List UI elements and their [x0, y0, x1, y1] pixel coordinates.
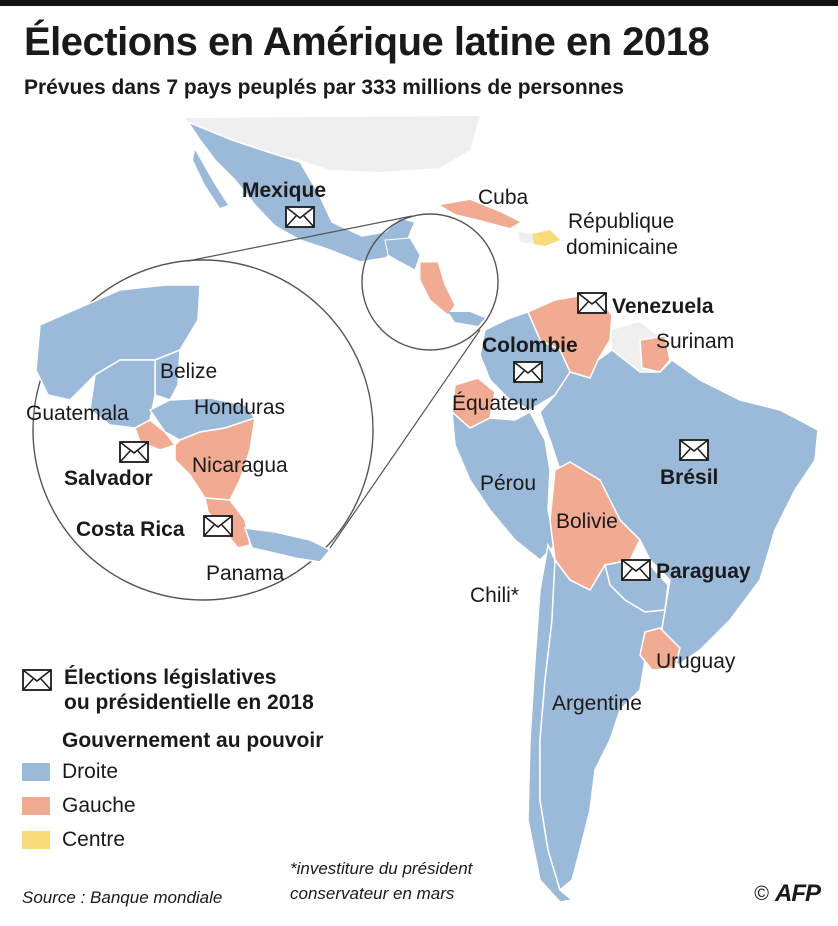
- country-perou: [451, 410, 556, 562]
- election-envelope-icon: [513, 361, 543, 383]
- election-envelope-icon: [203, 515, 233, 537]
- zoom-source-circle: [361, 213, 499, 351]
- swatch-gauche: [22, 797, 50, 815]
- country-rep-dom: [532, 230, 560, 246]
- zoom-line-bottom: [329, 329, 481, 549]
- footnote-line1: *investiture du président: [290, 859, 473, 878]
- label-argentine: Argentine: [552, 692, 642, 715]
- label-guatemala: Guatemala: [26, 402, 129, 425]
- footnote-line2: conservateur en mars: [290, 884, 455, 903]
- label-nicaragua: Nicaragua: [192, 454, 288, 477]
- label-panama: Panama: [206, 562, 285, 585]
- election-envelope-icon: [679, 439, 709, 461]
- label-surinam: Surinam: [656, 330, 734, 353]
- baja-california: [193, 150, 228, 208]
- label-bresil: Brésil: [660, 466, 718, 489]
- credit: © AFP: [754, 880, 821, 908]
- swatch-droite: [22, 763, 50, 781]
- envelope-icon: [22, 669, 52, 691]
- legend-elections-line1: Élections législatives: [64, 666, 277, 689]
- country-bresil: [539, 349, 819, 667]
- label-mexique: Mexique: [242, 179, 326, 202]
- label-perou: Pérou: [480, 472, 536, 495]
- label-salvador: Salvador: [64, 467, 153, 490]
- label-rep-dom-2: dominicaine: [566, 236, 678, 259]
- zoom-line-top: [187, 215, 413, 262]
- label-bolivie: Bolivie: [556, 510, 618, 533]
- label-uruguay: Uruguay: [656, 650, 736, 673]
- label-cuba: Cuba: [478, 186, 529, 209]
- page-subtitle: Prévues dans 7 pays peuplés par 333 mill…: [24, 76, 624, 99]
- legend-label-gauche: Gauche: [62, 794, 136, 817]
- afp-logo: AFP: [775, 880, 821, 907]
- election-envelope-icon: [285, 206, 315, 228]
- label-venezuela: Venezuela: [612, 295, 714, 318]
- legend-item-droite: Droite: [22, 759, 382, 785]
- central-america-right: [384, 237, 421, 271]
- label-equateur: Équateur: [452, 392, 537, 415]
- label-honduras: Honduras: [194, 396, 285, 419]
- country-cuba: [440, 200, 520, 228]
- legend-government-title: Gouvernement au pouvoir: [62, 729, 324, 752]
- label-chili: Chili*: [470, 584, 519, 607]
- legend: Élections législatives ou présidentielle…: [22, 665, 382, 861]
- label-paraguay: Paraguay: [656, 560, 751, 583]
- label-costa-rica: Costa Rica: [76, 518, 185, 541]
- central-america-left: [419, 261, 456, 316]
- top-bar: [0, 0, 838, 6]
- election-envelope-icon: [577, 292, 607, 314]
- legend-label-centre: Centre: [62, 828, 126, 851]
- page-title: Élections en Amérique latine en 2018: [24, 20, 710, 64]
- footnote: *investiture du président conservateur e…: [290, 856, 472, 906]
- country-argentine: [539, 557, 666, 892]
- label-belize: Belize: [160, 360, 217, 383]
- legend-elections: Élections législatives ou présidentielle…: [22, 665, 382, 715]
- label-colombie: Colombie: [482, 334, 578, 357]
- legend-label-droite: Droite: [62, 760, 119, 783]
- legend-elections-line2: ou présidentielle en 2018: [64, 691, 314, 714]
- election-envelope-icon: [621, 559, 651, 581]
- label-rep-dom-1: République: [568, 210, 674, 233]
- inset-panama: [243, 527, 332, 563]
- swatch-centre: [22, 831, 50, 849]
- usa-land: [185, 116, 480, 172]
- election-envelope-icon: [119, 441, 149, 463]
- legend-item-centre: Centre: [22, 827, 382, 853]
- source: Source : Banque mondiale: [22, 888, 223, 907]
- country-uruguay: [639, 627, 681, 671]
- legend-item-gauche: Gauche: [22, 793, 382, 819]
- panama-small: [448, 312, 485, 326]
- copyright-symbol: ©: [754, 882, 769, 905]
- inset-nicaragua: [174, 416, 256, 501]
- haiti: [518, 232, 534, 244]
